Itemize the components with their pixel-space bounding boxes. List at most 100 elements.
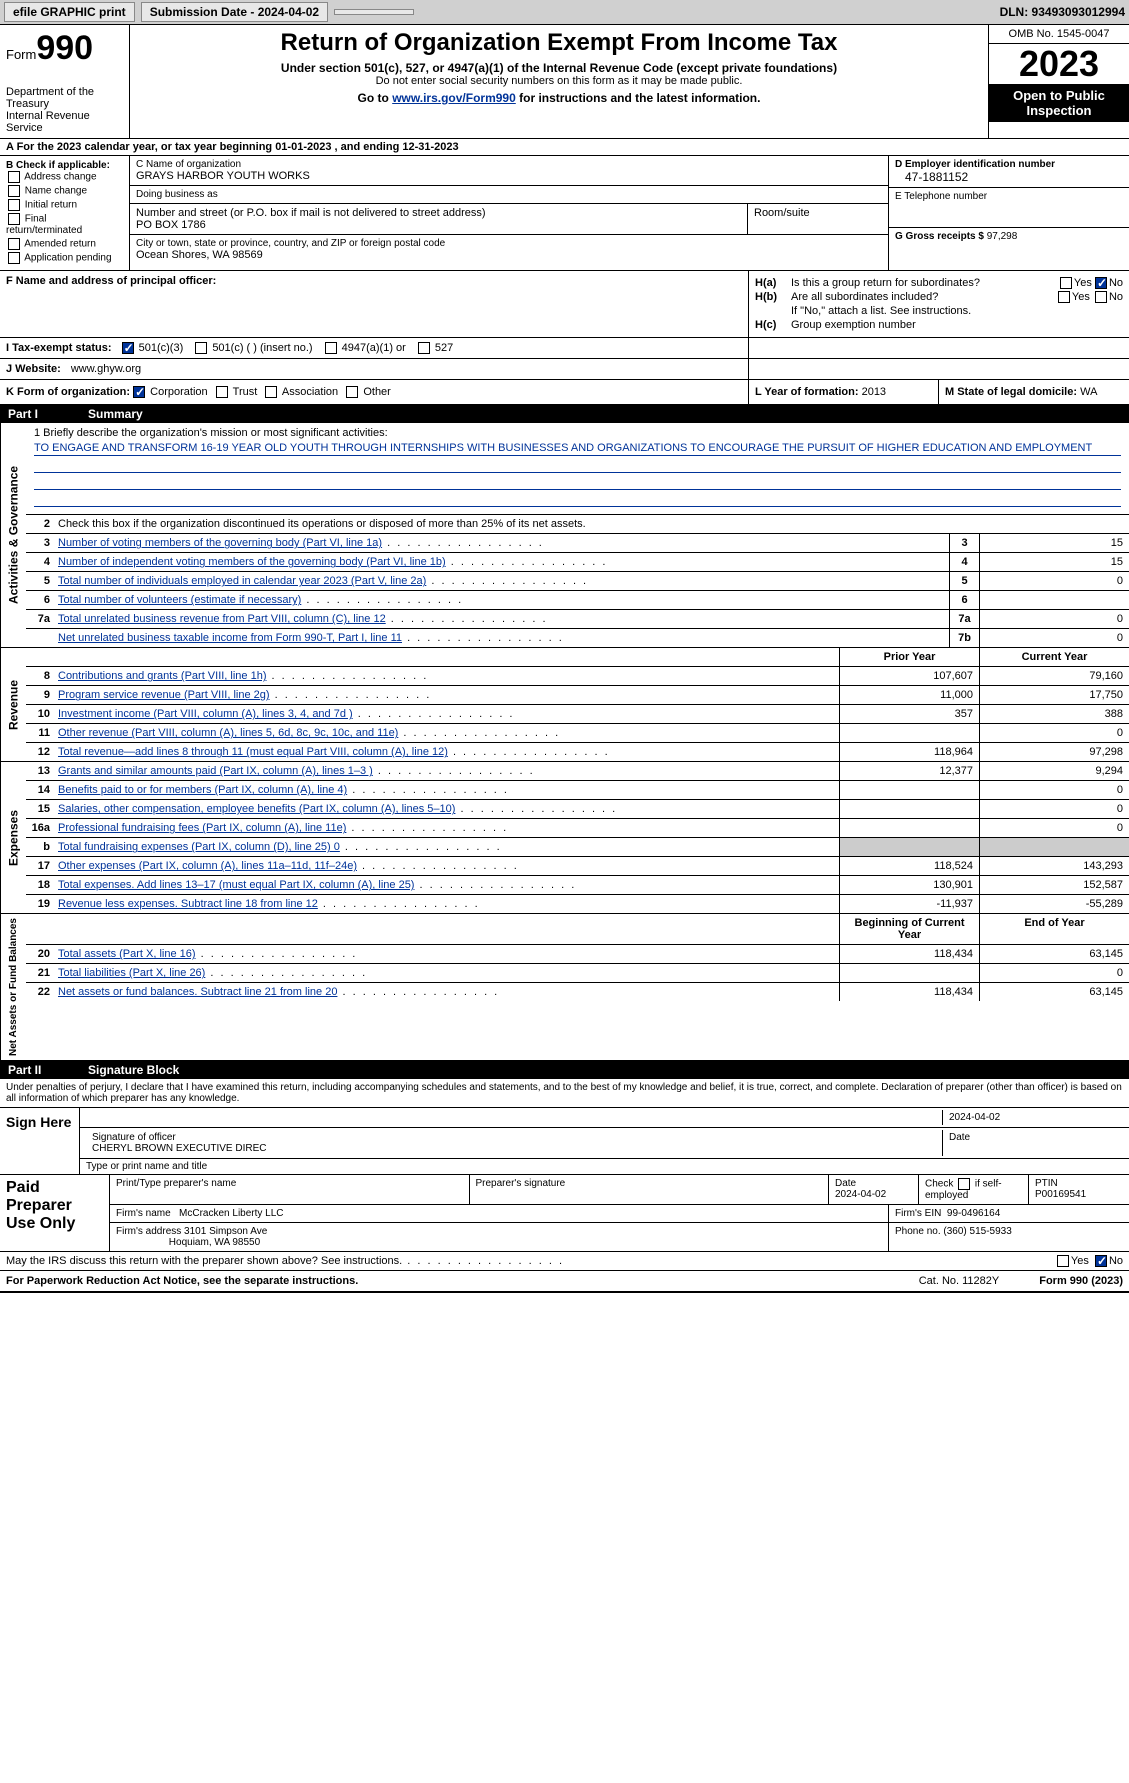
table-row: 10Investment income (Part VIII, column (… [26, 705, 1129, 724]
efile-button[interactable]: efile GRAPHIC print [4, 2, 135, 22]
table-row: 21Total liabilities (Part X, line 26)0 [26, 964, 1129, 983]
section-fh: F Name and address of principal officer:… [0, 271, 1129, 338]
part-i-header: Part I Summary [0, 405, 1129, 423]
cb-trust[interactable] [216, 386, 228, 398]
sig-officer-label: Signature of officer [92, 1132, 936, 1143]
date-label: Date [943, 1130, 1123, 1156]
cb-527[interactable] [418, 342, 430, 354]
table-row: 20Total assets (Part X, line 16)118,4346… [26, 945, 1129, 964]
firm-address: 3101 Simpson Ave [184, 1226, 267, 1237]
discuss-text: May the IRS discuss this return with the… [6, 1255, 564, 1267]
hc-label: H(c) [755, 319, 791, 331]
part-ii-header: Part II Signature Block [0, 1061, 1129, 1079]
cb-501c[interactable] [195, 342, 207, 354]
gross-label: G Gross receipts $ [895, 231, 984, 242]
cb-amended-return[interactable]: Amended return [6, 238, 123, 250]
cb-final-return[interactable]: Final return/terminated [6, 213, 123, 236]
cb-application-pending[interactable]: Application pending [6, 252, 123, 264]
sign-here-label: Sign Here [0, 1108, 80, 1174]
form-title: Return of Organization Exempt From Incom… [138, 29, 980, 57]
section-bcd: B Check if applicable: Address change Na… [0, 156, 1129, 271]
section-c: C Name of organization GRAYS HARBOR YOUT… [130, 156, 889, 270]
form-label: Form [6, 47, 36, 62]
hb-note: If "No," attach a list. See instructions… [791, 305, 1123, 317]
hc-text: Group exemption number [791, 319, 1123, 331]
discuss-no-checkbox[interactable] [1095, 1255, 1107, 1267]
city-label: City or town, state or province, country… [136, 238, 882, 249]
cb-501c3[interactable] [122, 342, 134, 354]
omb-number: OMB No. 1545-0047 [989, 25, 1129, 44]
penalties-text: Under penalties of perjury, I declare th… [0, 1079, 1129, 1108]
prep-check-self: Check if self-employed [919, 1175, 1029, 1204]
section-b: B Check if applicable: Address change Na… [0, 156, 130, 270]
hdr-eoy: End of Year [979, 914, 1129, 944]
tel-label: E Telephone number [895, 191, 1123, 202]
cb-initial-return[interactable]: Initial return [6, 199, 123, 211]
cb-association[interactable] [265, 386, 277, 398]
hb-text: Are all subordinates included? [791, 291, 1056, 303]
table-row: 22Net assets or fund balances. Subtract … [26, 983, 1129, 1001]
hdr-current-year: Current Year [979, 648, 1129, 666]
gross-value: 97,298 [987, 231, 1018, 242]
line-3: Number of voting members of the governin… [54, 534, 949, 552]
table-row: bTotal fundraising expenses (Part IX, co… [26, 838, 1129, 857]
table-row: 17Other expenses (Part IX, column (A), l… [26, 857, 1129, 876]
mission-block: 1 Briefly describe the organization's mi… [26, 423, 1129, 515]
hdr-boy: Beginning of Current Year [839, 914, 979, 944]
side-label-governance: Activities & Governance [0, 423, 26, 647]
goto-post: for instructions and the latest informat… [516, 91, 761, 105]
line-a-period: A For the 2023 calendar year, or tax yea… [0, 139, 1129, 156]
org-name: GRAYS HARBOR YOUTH WORKS [136, 170, 882, 182]
hb-no-checkbox[interactable] [1095, 291, 1107, 303]
street-label: Number and street (or P.O. box if mail i… [136, 207, 741, 219]
cb-address-change[interactable]: Address change [6, 171, 123, 183]
table-row: 14Benefits paid to or for members (Part … [26, 781, 1129, 800]
side-label-netassets: Net Assets or Fund Balances [0, 914, 26, 1060]
irs-link[interactable]: www.irs.gov/Form990 [392, 91, 516, 105]
table-row: 16aProfessional fundraising fees (Part I… [26, 819, 1129, 838]
section-h: H(a) Is this a group return for subordin… [749, 271, 1129, 337]
ein-label: D Employer identification number [895, 159, 1123, 170]
subtitle-ssn: Do not enter social security numbers on … [138, 75, 980, 87]
ha-no-checkbox[interactable] [1095, 277, 1107, 289]
section-ijk: I Tax-exempt status: 501(c)(3) 501(c) ( … [0, 338, 1129, 405]
line-4: Number of independent voting members of … [54, 553, 949, 571]
section-j: J Website: www.ghyw.org [0, 359, 749, 379]
officer-name: CHERYL BROWN EXECUTIVE DIREC [92, 1143, 936, 1154]
tax-year: 2023 [989, 44, 1129, 84]
ha-text: Is this a group return for subordinates? [791, 277, 1058, 289]
hb-yes-checkbox[interactable] [1058, 291, 1070, 303]
line-5: Total number of individuals employed in … [54, 572, 949, 590]
cb-corporation[interactable] [133, 386, 145, 398]
cat-no: Cat. No. 11282Y [919, 1275, 1000, 1287]
revenue-section: Revenue Prior YearCurrent Year 8Contribu… [0, 648, 1129, 762]
val-7a: 0 [979, 610, 1129, 628]
cb-name-change[interactable]: Name change [6, 185, 123, 197]
firm-ein: 99-0496164 [947, 1208, 1000, 1219]
submission-date: Submission Date - 2024-04-02 [141, 2, 328, 22]
firm-name: McCracken Liberty LLC [179, 1208, 283, 1219]
discuss-yes-checkbox[interactable] [1057, 1255, 1069, 1267]
form-number: 990 [36, 29, 93, 67]
cb-4947[interactable] [325, 342, 337, 354]
open-inspection: Open to Public Inspection [989, 84, 1129, 122]
firm-city: Hoquiam, WA 98550 [169, 1237, 260, 1248]
section-l: L Year of formation: 2013 [749, 380, 939, 404]
table-row: 13Grants and similar amounts paid (Part … [26, 762, 1129, 781]
ha-label: H(a) [755, 277, 791, 289]
line-7b: Net unrelated business taxable income fr… [54, 629, 949, 647]
section-b-title: B Check if applicable: [6, 160, 123, 171]
val-4: 15 [979, 553, 1129, 571]
line-2: Check this box if the organization disco… [54, 515, 1129, 533]
ha-yes-checkbox[interactable] [1060, 277, 1072, 289]
side-label-expenses: Expenses [0, 762, 26, 913]
table-row: 12Total revenue—add lines 8 through 11 (… [26, 743, 1129, 761]
cb-other[interactable] [346, 386, 358, 398]
table-row: 19Revenue less expenses. Subtract line 1… [26, 895, 1129, 913]
section-m: M State of legal domicile: WA [939, 380, 1129, 404]
val-6 [979, 591, 1129, 609]
side-label-revenue: Revenue [0, 648, 26, 761]
prep-date: 2024-04-02 [835, 1189, 886, 1200]
table-row: 15Salaries, other compensation, employee… [26, 800, 1129, 819]
expenses-section: Expenses 13Grants and similar amounts pa… [0, 762, 1129, 914]
